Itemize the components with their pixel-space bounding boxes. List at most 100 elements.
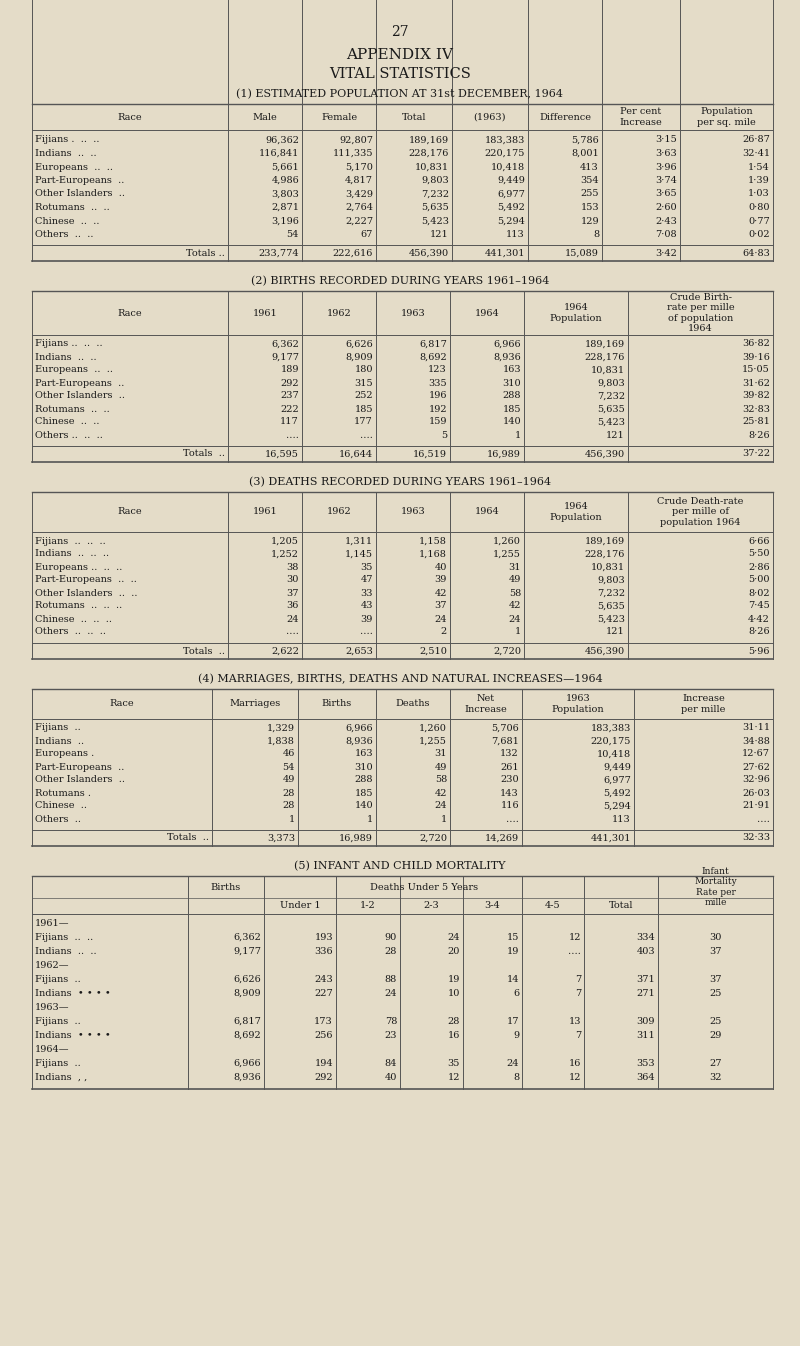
Text: 26·03: 26·03 (742, 789, 770, 797)
Text: 24: 24 (447, 933, 460, 941)
Text: 116: 116 (500, 801, 519, 810)
Text: 6,817: 6,817 (233, 1016, 261, 1026)
Text: 1964—: 1964— (35, 1044, 70, 1054)
Text: 39: 39 (361, 615, 373, 623)
Text: 309: 309 (637, 1016, 655, 1026)
Text: Other Islanders  ..  ..: Other Islanders .. .. (35, 588, 138, 598)
Text: 7: 7 (574, 975, 581, 984)
Text: 163: 163 (354, 750, 373, 759)
Text: 227: 227 (314, 988, 333, 997)
Text: Chinese  ..  ..  ..: Chinese .. .. .. (35, 615, 112, 623)
Text: 1962: 1962 (326, 308, 351, 318)
Text: 173: 173 (314, 1016, 333, 1026)
Text: 1963
Population: 1963 Population (552, 695, 604, 713)
Text: 9,177: 9,177 (233, 946, 261, 956)
Text: Fijians  ..: Fijians .. (35, 724, 81, 732)
Text: 183,383: 183,383 (590, 724, 631, 732)
Text: 129: 129 (580, 217, 599, 226)
Text: APPENDIX IV: APPENDIX IV (346, 48, 454, 62)
Text: Fijians  ..: Fijians .. (35, 1058, 81, 1067)
Text: 6,626: 6,626 (234, 975, 261, 984)
Text: 14,269: 14,269 (485, 833, 519, 843)
Text: 5,423: 5,423 (421, 217, 449, 226)
Text: 364: 364 (636, 1073, 655, 1081)
Text: ….: …. (360, 627, 373, 637)
Text: 32·96: 32·96 (742, 775, 770, 785)
Text: 28: 28 (282, 801, 295, 810)
Text: 8,936: 8,936 (346, 736, 373, 746)
Text: 193: 193 (314, 933, 333, 941)
Text: 8·02: 8·02 (748, 588, 770, 598)
Text: 12: 12 (569, 933, 581, 941)
Text: 1964: 1964 (474, 507, 499, 517)
Text: 1963: 1963 (401, 308, 426, 318)
Text: 49: 49 (434, 762, 447, 771)
Text: 10,418: 10,418 (597, 750, 631, 759)
Text: 9,803: 9,803 (598, 576, 625, 584)
Text: 1: 1 (366, 814, 373, 824)
Text: 2·60: 2·60 (655, 203, 677, 213)
Text: Race: Race (118, 507, 142, 517)
Text: Others ..  ..  ..: Others .. .. .. (35, 431, 103, 440)
Text: 2,510: 2,510 (419, 646, 447, 656)
Text: 8: 8 (593, 230, 599, 240)
Text: Under 1: Under 1 (280, 902, 320, 910)
Text: 3·65: 3·65 (655, 190, 677, 198)
Text: 36: 36 (286, 602, 299, 611)
Text: Totals  ..: Totals .. (183, 646, 225, 656)
Text: 32: 32 (710, 1073, 722, 1081)
Text: 6,977: 6,977 (603, 775, 631, 785)
Text: 6,817: 6,817 (419, 339, 447, 349)
Text: 189,169: 189,169 (585, 537, 625, 545)
Text: Chinese  ..  ..: Chinese .. .. (35, 417, 99, 427)
Text: 27·62: 27·62 (742, 762, 770, 771)
Text: 2·86: 2·86 (748, 563, 770, 572)
Text: 2: 2 (441, 627, 447, 637)
Text: 1964
Population: 1964 Population (550, 502, 602, 522)
Text: 30: 30 (286, 576, 299, 584)
Text: Indians  ..  ..  ..: Indians .. .. .. (35, 549, 109, 559)
Text: 3,196: 3,196 (271, 217, 299, 226)
Text: 32·33: 32·33 (742, 833, 770, 843)
Text: 2,764: 2,764 (345, 203, 373, 213)
Text: 16,519: 16,519 (413, 450, 447, 459)
Text: Deaths Under 5 Years: Deaths Under 5 Years (370, 883, 478, 891)
Text: 222: 222 (280, 405, 299, 413)
Text: 39·82: 39·82 (742, 392, 770, 401)
Text: 5·00: 5·00 (749, 576, 770, 584)
Text: 1,252: 1,252 (271, 549, 299, 559)
Text: 35: 35 (448, 1058, 460, 1067)
Text: 1961: 1961 (253, 507, 278, 517)
Text: 6,362: 6,362 (233, 933, 261, 941)
Text: 5,706: 5,706 (491, 724, 519, 732)
Text: 8·26: 8·26 (748, 627, 770, 637)
Text: 5,423: 5,423 (597, 417, 625, 427)
Text: 8,936: 8,936 (494, 353, 521, 362)
Text: 24: 24 (506, 1058, 519, 1067)
Text: 49: 49 (509, 576, 521, 584)
Text: 90: 90 (385, 933, 397, 941)
Text: 37: 37 (434, 602, 447, 611)
Text: 10: 10 (448, 988, 460, 997)
Text: 8,936: 8,936 (234, 1073, 261, 1081)
Text: 1963—: 1963— (35, 1003, 70, 1011)
Text: 292: 292 (280, 378, 299, 388)
Text: 8,692: 8,692 (234, 1031, 261, 1039)
Text: 19: 19 (448, 975, 460, 984)
Text: 228,176: 228,176 (409, 149, 449, 157)
Text: 37: 37 (286, 588, 299, 598)
Text: 96,362: 96,362 (265, 136, 299, 144)
Text: 8,692: 8,692 (419, 353, 447, 362)
Text: 5,423: 5,423 (597, 615, 625, 623)
Text: 25: 25 (710, 988, 722, 997)
Text: 9,449: 9,449 (603, 762, 631, 771)
Text: 153: 153 (580, 203, 599, 213)
Text: 9: 9 (513, 1031, 519, 1039)
Text: 1,158: 1,158 (419, 537, 447, 545)
Text: 36·82: 36·82 (742, 339, 770, 349)
Text: 35: 35 (361, 563, 373, 572)
Text: 261: 261 (500, 762, 519, 771)
Text: 12·67: 12·67 (742, 750, 770, 759)
Text: 1: 1 (514, 627, 521, 637)
Text: ….: …. (286, 627, 299, 637)
